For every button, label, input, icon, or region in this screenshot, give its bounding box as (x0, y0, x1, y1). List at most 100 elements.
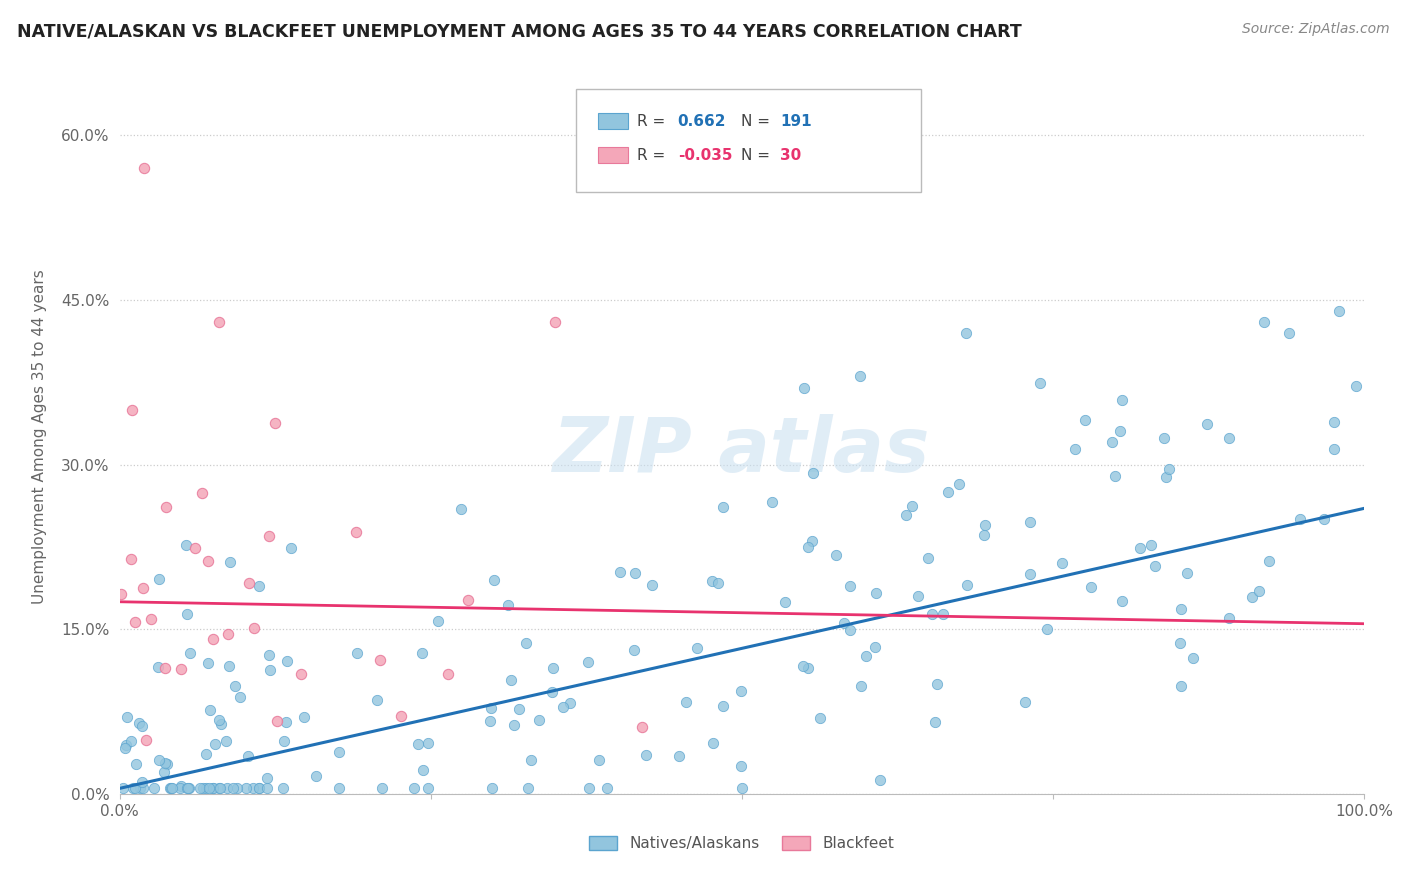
Point (917, 550, 939, 565)
Point (832, 616, 855, 631)
Point (1182, 651, 1205, 665)
Point (956, 578, 979, 592)
Point (1175, 566, 1198, 580)
Point (634, 747, 657, 762)
Legend: Natives/Alaskans, Blackfeet: Natives/Alaskans, Blackfeet (583, 830, 900, 857)
Point (863, 640, 886, 655)
Point (169, 781, 191, 796)
Point (921, 607, 943, 622)
Point (623, 643, 645, 657)
Point (1278, 326, 1301, 340)
Point (1240, 590, 1263, 604)
Point (1074, 413, 1097, 427)
Point (238, 575, 260, 590)
Point (368, 653, 391, 667)
Point (202, 781, 225, 796)
Point (391, 709, 413, 723)
Point (371, 781, 394, 796)
Point (1111, 392, 1133, 407)
Point (243, 622, 266, 636)
Point (128, 716, 150, 731)
Point (576, 656, 599, 670)
Point (177, 781, 200, 796)
Point (274, 714, 297, 729)
Point (124, 615, 146, 630)
Point (235, 781, 257, 796)
Point (796, 540, 818, 554)
Point (259, 663, 281, 677)
Point (1129, 541, 1152, 555)
Point (730, 759, 752, 773)
Point (516, 781, 538, 796)
Point (544, 315, 567, 329)
Point (932, 607, 955, 621)
Point (711, 698, 734, 713)
Point (609, 565, 631, 579)
Point (160, 781, 183, 796)
Point (120, 552, 142, 566)
Point (838, 579, 860, 593)
Point (508, 702, 530, 716)
Point (551, 700, 574, 714)
Point (191, 781, 214, 796)
Text: 30: 30 (780, 148, 801, 162)
Point (1036, 622, 1059, 636)
Point (479, 701, 502, 715)
Point (257, 648, 280, 662)
Point (623, 566, 645, 581)
Point (148, 753, 170, 767)
Point (501, 673, 523, 687)
Point (169, 662, 191, 676)
Point (148, 573, 170, 587)
Point (457, 593, 479, 607)
Point (247, 781, 270, 796)
Point (184, 541, 207, 555)
Point (761, 494, 783, 508)
Point (1104, 468, 1126, 483)
Point (247, 579, 270, 593)
Text: -0.035: -0.035 (678, 148, 733, 162)
Point (120, 733, 142, 747)
Point (1080, 580, 1102, 594)
Point (668, 748, 690, 763)
Point (169, 779, 191, 793)
Point (328, 745, 350, 759)
Point (797, 661, 820, 675)
Point (406, 737, 429, 751)
Point (515, 636, 537, 650)
Point (1170, 602, 1192, 616)
Point (1018, 566, 1040, 581)
Point (855, 648, 877, 663)
Point (1157, 462, 1180, 476)
Point (131, 775, 153, 789)
Point (204, 737, 226, 751)
Point (209, 717, 232, 731)
Point (775, 595, 797, 609)
Point (1258, 554, 1281, 568)
Point (702, 574, 724, 588)
Point (290, 667, 312, 681)
Point (139, 612, 162, 626)
Text: R =: R = (637, 114, 671, 128)
Point (224, 679, 246, 693)
Text: 0.662: 0.662 (678, 114, 725, 128)
Point (1218, 610, 1240, 624)
Point (730, 683, 752, 698)
Point (153, 756, 176, 770)
Point (1052, 556, 1074, 570)
Text: N =: N = (741, 114, 775, 128)
Point (256, 771, 278, 785)
Point (558, 696, 581, 710)
Point (121, 402, 143, 417)
Point (418, 781, 440, 796)
Point (596, 781, 619, 796)
Point (208, 781, 231, 796)
Point (115, 738, 138, 752)
Point (402, 781, 425, 796)
Point (849, 679, 872, 693)
Point (162, 781, 184, 796)
Point (1313, 512, 1336, 526)
Point (218, 659, 240, 673)
Point (247, 781, 270, 796)
Text: Source: ZipAtlas.com: Source: ZipAtlas.com (1241, 22, 1389, 37)
